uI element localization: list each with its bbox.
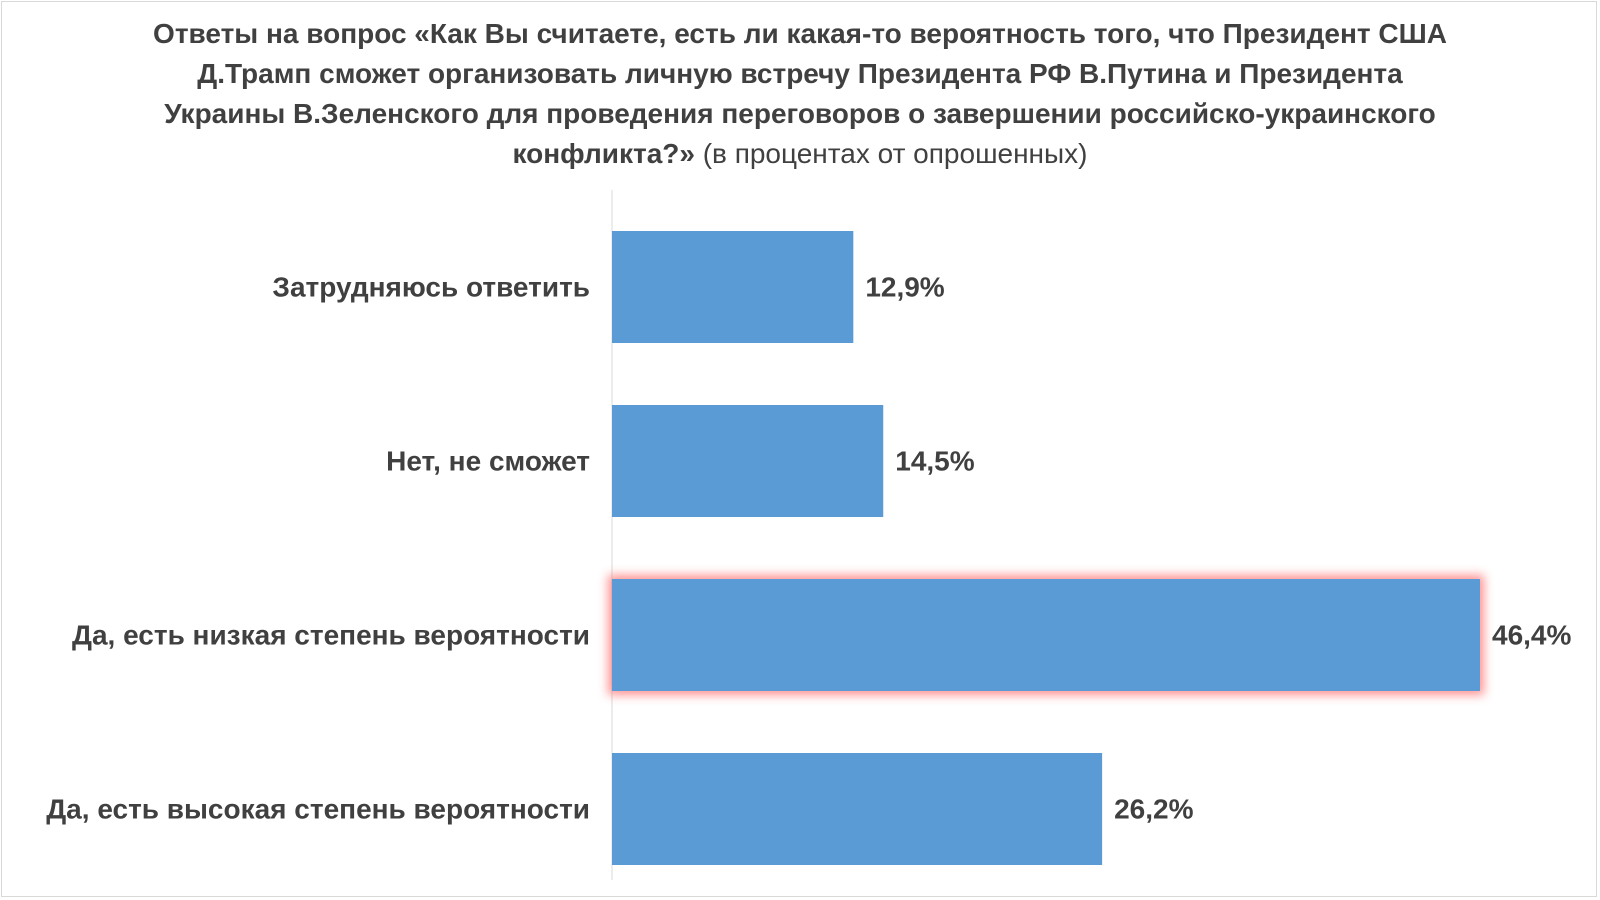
bar-1 bbox=[612, 405, 884, 517]
bar-3 bbox=[612, 753, 1103, 865]
value-label-0: 12,9% bbox=[865, 272, 944, 303]
bars-layer: Затрудняюсь ответить 12,9% Нет, не сможет 1… bbox=[46, 231, 1571, 865]
value-label-2: 46,4% bbox=[1492, 620, 1571, 651]
category-label-3: Да, есть высокая степень вероятности bbox=[46, 794, 590, 825]
bar-0 bbox=[612, 231, 854, 343]
category-label-0: Затрудняюсь ответить bbox=[272, 272, 590, 303]
category-label-1: Нет, не сможет bbox=[386, 446, 590, 477]
chart-title: Ответы на вопрос «Как Вы считаете, есть … bbox=[150, 14, 1450, 174]
category-label-2: Да, есть низкая степень вероятности bbox=[72, 620, 590, 651]
chart-title-note: (в процентах от опрошенных) bbox=[702, 138, 1088, 169]
chart-title-main: Ответы на вопрос «Как Вы считаете, есть … bbox=[153, 18, 1447, 169]
value-label-1: 14,5% bbox=[895, 446, 974, 477]
value-label-3: 26,2% bbox=[1114, 794, 1193, 825]
bar-2 bbox=[612, 579, 1480, 691]
